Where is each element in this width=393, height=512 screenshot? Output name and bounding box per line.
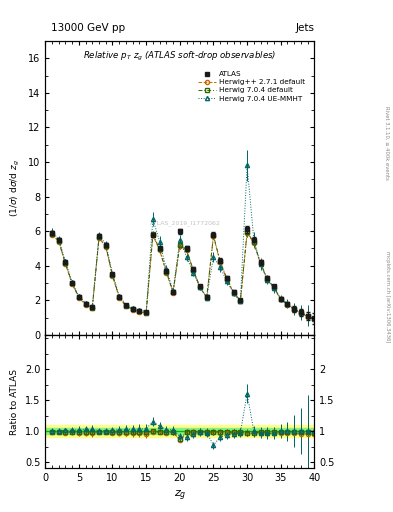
Text: Jets: Jets [296,23,314,33]
Text: Rivet 3.1.10, ≥ 400k events: Rivet 3.1.10, ≥ 400k events [385,106,389,180]
Text: 13000 GeV pp: 13000 GeV pp [51,23,125,33]
Y-axis label: Ratio to ATLAS: Ratio to ATLAS [10,369,19,435]
Legend: ATLAS, Herwig++ 2.7.1 default, Herwig 7.0.4 default, Herwig 7.0.4 UE-MMHT: ATLAS, Herwig++ 2.7.1 default, Herwig 7.… [195,68,308,104]
Text: mcplots.cern.ch [arXiv:1306.3436]: mcplots.cern.ch [arXiv:1306.3436] [385,251,389,343]
Text: ATLAS_2019_I1772062: ATLAS_2019_I1772062 [150,220,220,226]
Y-axis label: (1/$\sigma$) d$\sigma$/d $z_g$: (1/$\sigma$) d$\sigma$/d $z_g$ [9,159,22,217]
Text: Relative $p_T$ $z_g$ (ATLAS soft-drop observables): Relative $p_T$ $z_g$ (ATLAS soft-drop ob… [83,50,276,63]
X-axis label: $z_g$: $z_g$ [174,489,186,503]
